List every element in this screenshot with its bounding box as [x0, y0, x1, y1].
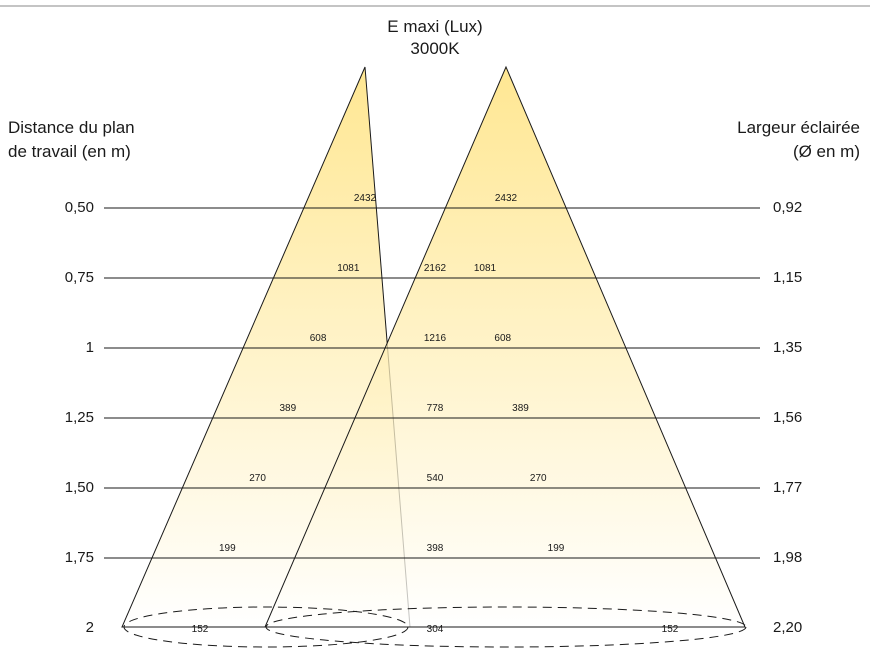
lux-left-value: 2432: [353, 193, 377, 204]
width-value: 1,56: [773, 409, 803, 426]
lux-left-value: 199: [218, 543, 236, 554]
right-beam-cone: [264, 65, 746, 628]
lux-right-value: 199: [547, 543, 565, 554]
lux-right-value: 270: [529, 473, 547, 484]
distance-value: 2: [85, 619, 94, 636]
lux-right-value: 2432: [494, 193, 518, 204]
subtitle-line: 3000K: [410, 39, 460, 58]
width-value: 1,77: [773, 479, 803, 496]
width-value: 1,98: [773, 549, 803, 566]
distance-value: 1,75: [64, 549, 94, 566]
diagram-title: E maxi (Lux) 3000K: [335, 16, 535, 60]
width-value: 2,20: [773, 619, 803, 636]
right-floor-ellipse: [265, 606, 747, 648]
width-value: 1,15: [773, 269, 803, 286]
width-axis-label: Largeur éclairée (Ø en m): [710, 116, 860, 164]
width-axis-label-line1: Largeur éclairée: [737, 118, 860, 137]
distance-lines: [104, 207, 760, 559]
lux-left-value: 1081: [337, 263, 360, 274]
distance-value: 0,50: [64, 199, 94, 216]
distance-value: 1,50: [64, 479, 94, 496]
width-axis-label-line2: (Ø en m): [792, 142, 860, 161]
lux-left-value: 389: [279, 403, 297, 414]
lux-center-value: 1216: [423, 333, 447, 344]
lux-center-value: 540: [426, 473, 444, 484]
distance-value: 1: [85, 339, 94, 356]
lux-right-value: 389: [512, 403, 529, 414]
lux-left-value: 152: [191, 624, 209, 635]
lux-left-value: 608: [309, 333, 327, 344]
distance-value: 0,75: [64, 269, 94, 286]
width-value: 0,92: [773, 199, 803, 216]
width-value: 1,35: [773, 339, 803, 356]
lux-center-value: 778: [426, 403, 444, 414]
distance-axis-label: Distance du plan de travail (en m): [8, 116, 135, 164]
title-line: E maxi (Lux): [387, 17, 483, 36]
distance-axis-label-line2: de travail (en m): [8, 142, 131, 161]
distance-axis-label-line1: Distance du plan: [8, 118, 135, 137]
lux-right-value: 608: [494, 333, 512, 344]
lux-right-value: 152: [661, 624, 679, 635]
lux-right-value: 1081: [473, 263, 497, 274]
lux-center-value: 2162: [423, 263, 447, 274]
lux-center-value: 304: [426, 624, 444, 635]
lux-left-value: 270: [249, 473, 266, 484]
distance-value: 1,25: [64, 409, 94, 426]
lux-center-value: 398: [426, 543, 444, 554]
left-floor-ellipse: [123, 606, 409, 648]
